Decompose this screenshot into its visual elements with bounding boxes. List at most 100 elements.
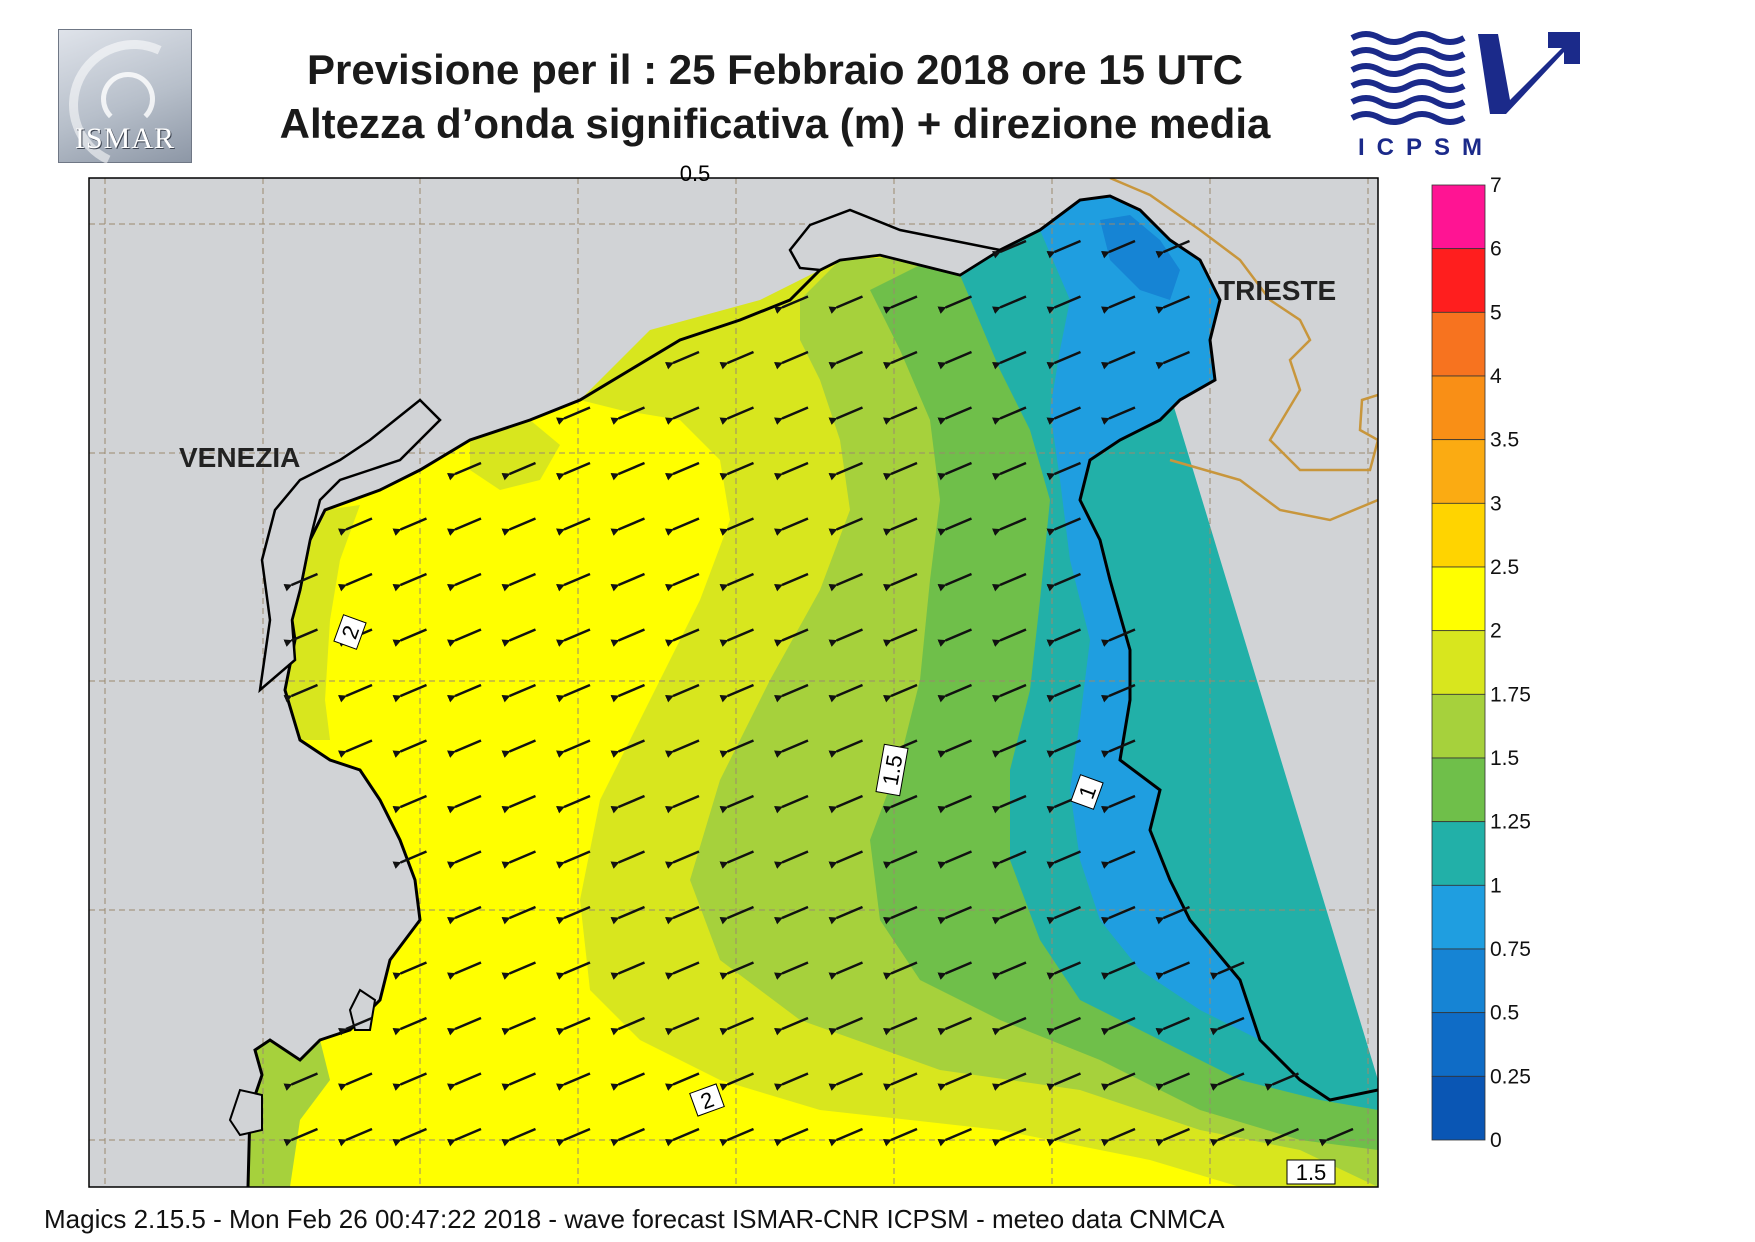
wave-arrow xyxy=(1155,1072,1190,1091)
wave-arrow xyxy=(392,961,427,980)
wave-arrow xyxy=(555,905,591,925)
wave-arrow xyxy=(610,794,645,814)
wave-arrow xyxy=(446,961,482,980)
wave-arrow xyxy=(882,517,918,536)
wave-arrow xyxy=(392,683,427,703)
wave-arrow xyxy=(610,572,645,592)
wave-arrow xyxy=(937,350,972,370)
wave-arrow xyxy=(555,683,591,703)
colorbar-swatch xyxy=(1431,375,1486,441)
wave-arrow xyxy=(610,683,645,703)
wave-arrow xyxy=(773,683,809,703)
wave-arrow xyxy=(446,850,482,869)
wave-arrow xyxy=(664,406,700,425)
wave-arrow xyxy=(446,739,482,758)
wave-arrow xyxy=(773,850,809,869)
wave-arrow xyxy=(991,572,1027,592)
wave-arrow xyxy=(719,406,754,425)
wave-arrow xyxy=(392,794,427,814)
wave-arrow xyxy=(1264,1127,1299,1147)
wave-arrow xyxy=(882,350,918,370)
wave-arrow xyxy=(1155,961,1190,980)
wave-arrow xyxy=(501,517,536,536)
band-0-75 xyxy=(1040,196,1260,1040)
wave-arrow xyxy=(991,905,1027,925)
wave-arrow xyxy=(773,739,809,758)
wave-arrow xyxy=(283,572,318,592)
contour-label: 1.5 xyxy=(878,753,908,787)
wave-arrow xyxy=(719,628,754,647)
wave-arrow xyxy=(937,1072,972,1091)
wave-arrow xyxy=(1100,350,1136,370)
wave-arrow xyxy=(882,406,918,425)
wave-arrow xyxy=(501,1072,536,1091)
wave-arrow xyxy=(719,461,754,481)
icpsm-logo: ICPSM xyxy=(1350,30,1580,161)
wave-arrow xyxy=(664,350,700,370)
wave-arrow xyxy=(991,239,1027,259)
wave-arrow xyxy=(664,1072,700,1091)
wave-arrow xyxy=(991,739,1027,758)
wave-arrow xyxy=(991,961,1027,980)
wave-arrow xyxy=(1155,239,1190,259)
wave-arrow xyxy=(1209,1016,1245,1036)
wave-arrow xyxy=(610,628,645,647)
wave-arrow xyxy=(937,739,972,758)
wave-arrow xyxy=(1100,1127,1136,1147)
wave-arrow xyxy=(392,1072,427,1091)
wave-arrow xyxy=(392,1016,427,1036)
map-grid xyxy=(89,178,1378,1187)
wave-arrow xyxy=(773,1016,809,1036)
wave-arrow xyxy=(828,683,863,703)
wave-arrow xyxy=(773,961,809,980)
wave-arrow xyxy=(501,1127,536,1147)
wave-arrow xyxy=(1209,1127,1245,1147)
wave-arrow xyxy=(1100,406,1136,425)
wave-arrow xyxy=(664,1127,700,1147)
contour-label-box: 1 xyxy=(1070,774,1104,810)
wave-arrow xyxy=(392,572,427,592)
wave-arrow xyxy=(1046,1072,1081,1091)
wave-arrow xyxy=(610,1127,645,1147)
wave-arrow xyxy=(828,572,863,592)
wave-arrow xyxy=(882,850,918,869)
wave-arrow xyxy=(773,1127,809,1147)
wave-arrow xyxy=(1100,850,1136,869)
wave-arrow xyxy=(773,517,809,536)
wave-arrow xyxy=(1046,683,1081,703)
wave-arrow xyxy=(501,739,536,758)
wave-arrow xyxy=(773,628,809,647)
colorbar-swatch xyxy=(1431,884,1486,950)
wave-arrow xyxy=(991,628,1027,647)
colorbar-tick-label: 3 xyxy=(1490,492,1502,515)
ismar-logo: ISMAR xyxy=(50,21,218,189)
wave-arrow xyxy=(555,628,591,647)
wave-arrow xyxy=(283,1072,318,1091)
wave-arrow xyxy=(991,1127,1027,1147)
wave-arrow xyxy=(664,628,700,647)
colorbar-tick-label: 1.75 xyxy=(1490,683,1531,706)
colorbar-tick-label: 4 xyxy=(1490,365,1502,388)
wave-arrow xyxy=(773,905,809,925)
wave-arrow xyxy=(1046,295,1081,314)
colorbar-tick-label: 1.25 xyxy=(1490,811,1531,834)
wave-arrow xyxy=(501,628,536,647)
colorbar: 7 6 5 4 3.5 3 2.5 2 1.75 1.5 1.25 1 0.75 0.5 0.25 0 xyxy=(1431,174,1531,1152)
colorbar-tick-label: 0.5 xyxy=(1490,1002,1519,1025)
wave-arrow xyxy=(719,739,754,758)
wave-arrow xyxy=(1100,239,1136,259)
wave-arrow xyxy=(828,1072,863,1091)
colorbar-swatch xyxy=(1431,248,1486,313)
wave-arrow xyxy=(719,683,754,703)
wave-arrow xyxy=(991,517,1027,536)
wave-arrow xyxy=(882,1127,918,1147)
wave-arrow xyxy=(719,905,754,925)
wave-arrow xyxy=(937,406,972,425)
colorbar-tick-label: 0.75 xyxy=(1490,938,1531,961)
wave-arrow xyxy=(610,1016,645,1036)
wave-arrow xyxy=(283,1127,318,1147)
wave-direction-arrows xyxy=(283,239,1354,1147)
wave-arrow xyxy=(719,850,754,869)
wave-arrow xyxy=(828,794,863,814)
wave-arrow xyxy=(610,517,645,536)
